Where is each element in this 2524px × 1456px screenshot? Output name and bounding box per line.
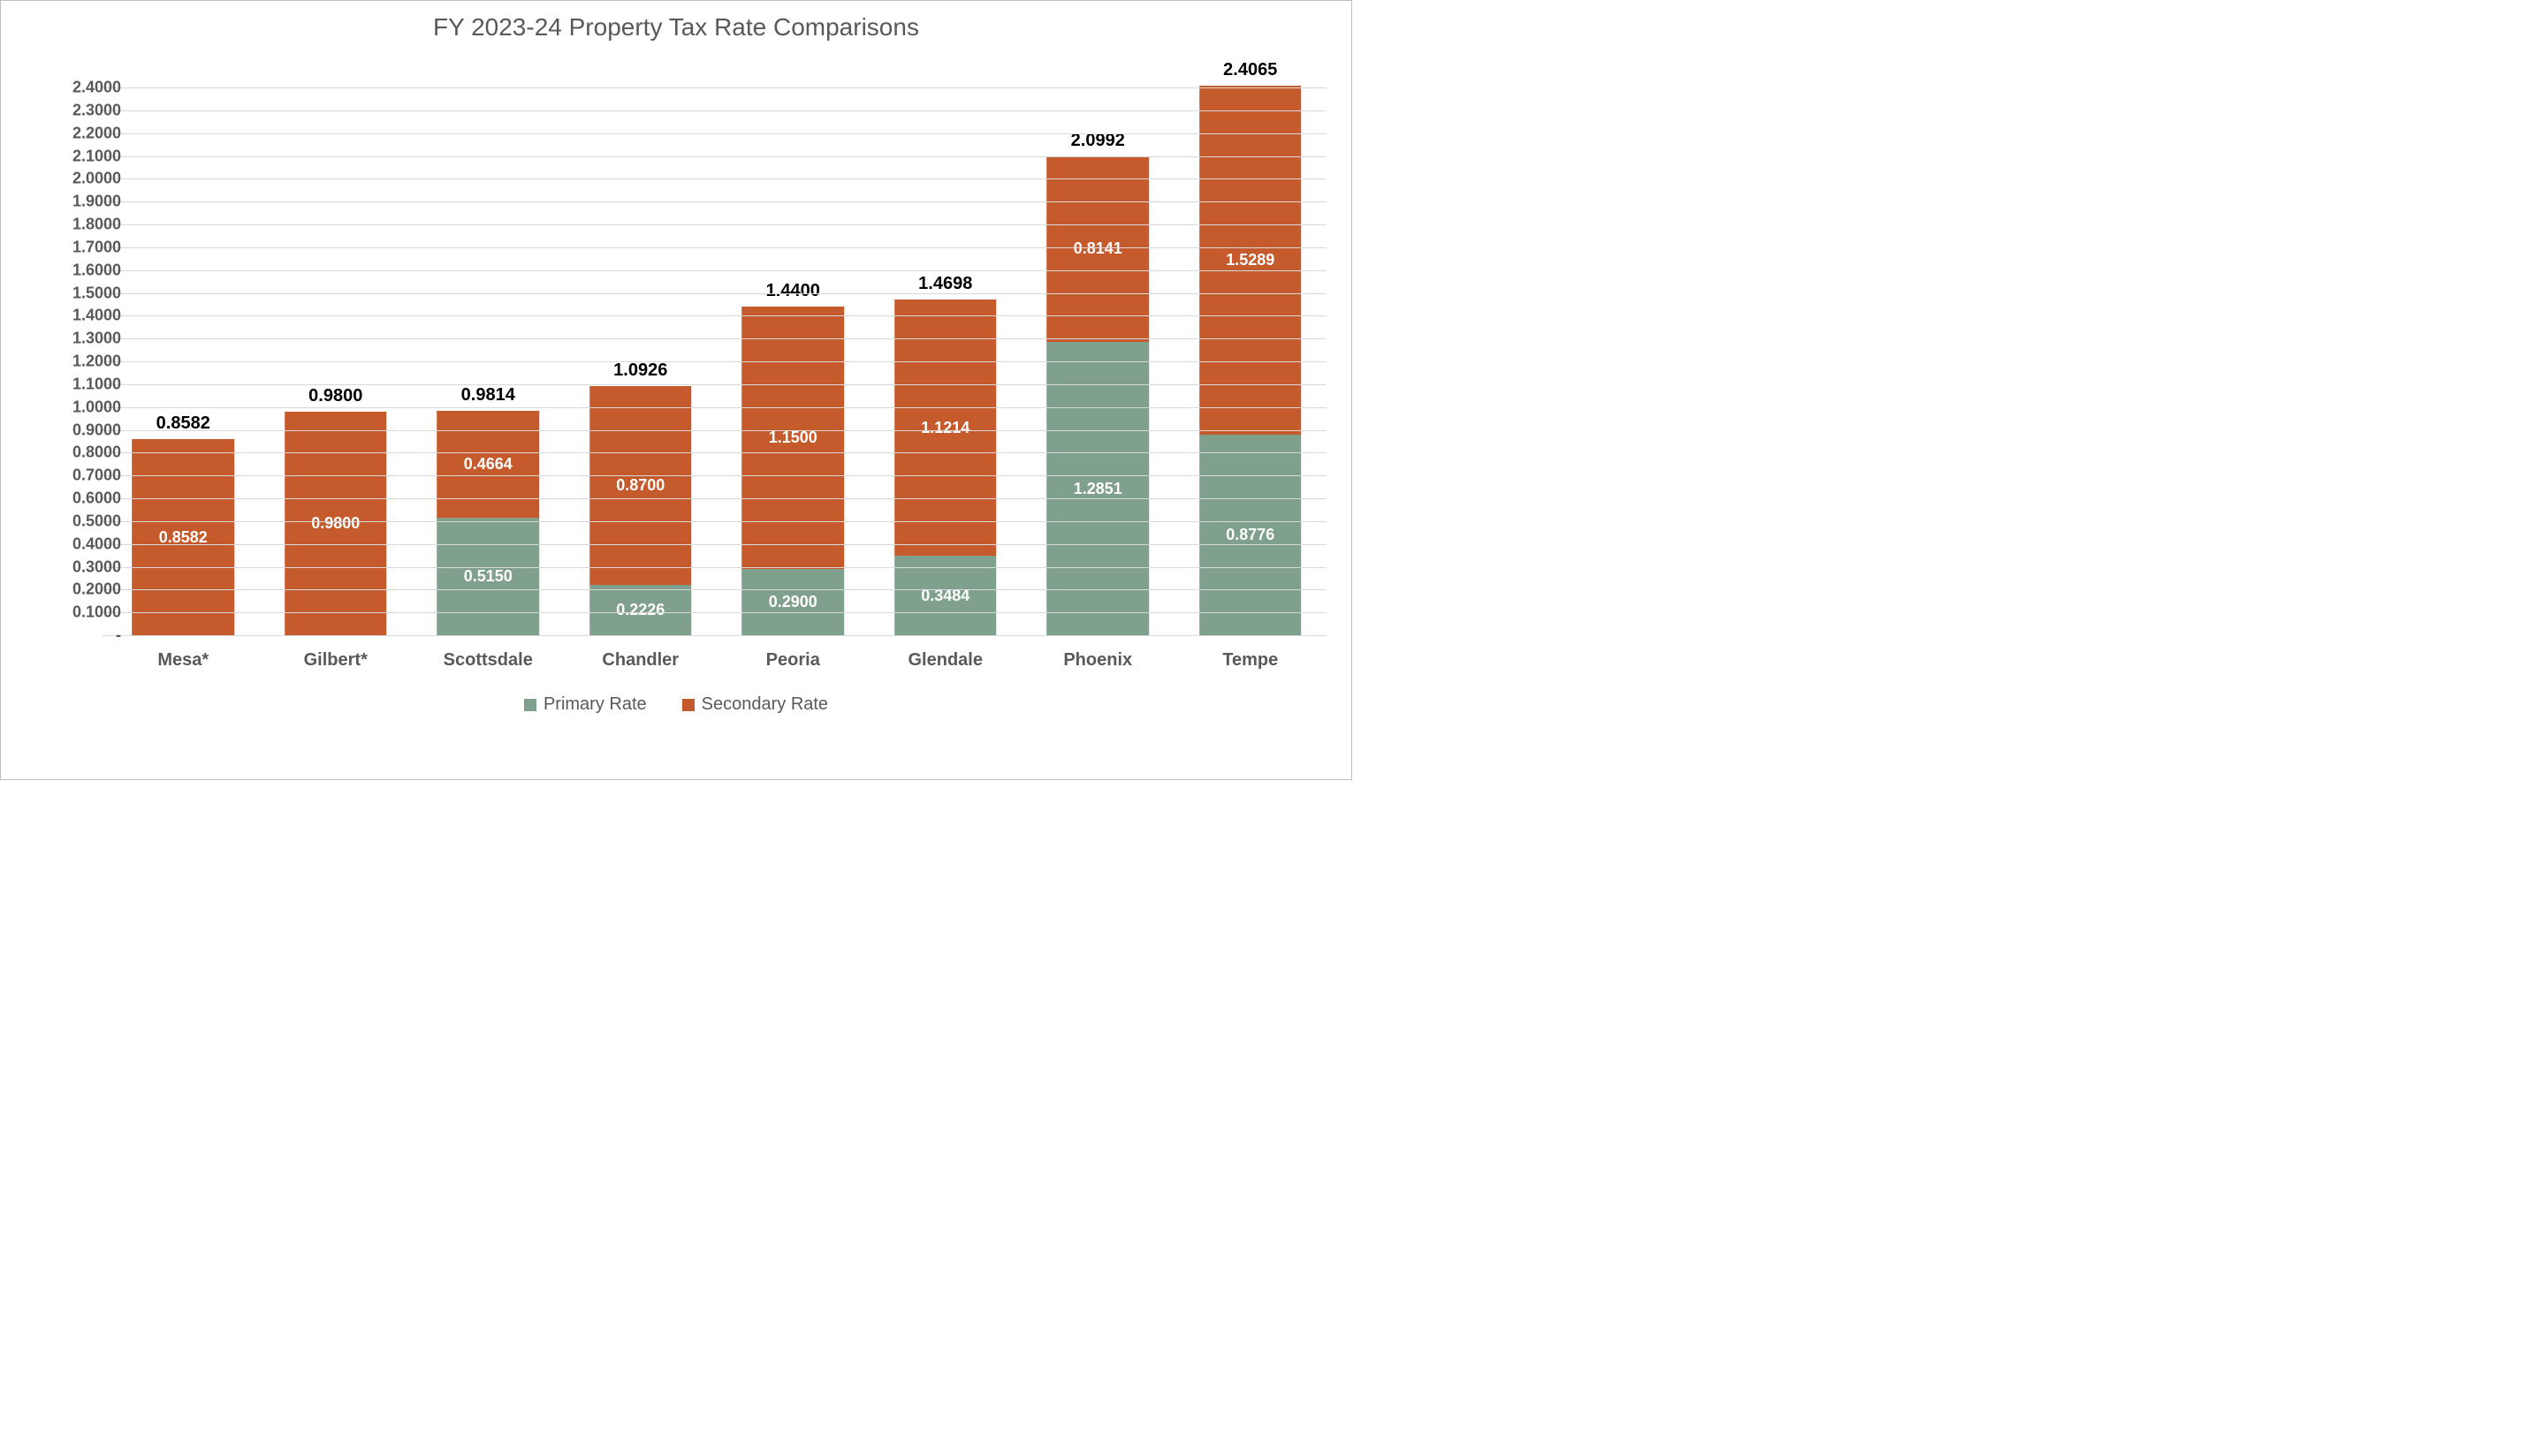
bar-segment: 0.2226 [589, 585, 692, 636]
bar-total-label: 1.4698 [918, 274, 972, 294]
bar-stack: 0.9800 [285, 412, 387, 635]
grid-line [107, 87, 1327, 88]
bar-segment: 1.2851 [1046, 342, 1149, 635]
y-tick-label: 1.0000 [24, 398, 121, 416]
y-tick-label: 0.3000 [24, 557, 121, 576]
grid-line [107, 430, 1327, 431]
grid-line [107, 178, 1327, 179]
grid-line [107, 293, 1327, 294]
grid-line [107, 475, 1327, 476]
y-tick-label: 2.2000 [24, 124, 121, 142]
plot-area: 0.8582 0.8582 0.9800 0.9800 0.51500.4664 0.98… [107, 87, 1327, 635]
grid-line [107, 635, 1327, 636]
bar-stack: 0.8582 [132, 439, 234, 635]
bar-segment: 0.8776 [1199, 435, 1302, 635]
grid-line [107, 224, 1327, 225]
y-tick-label: 1.6000 [24, 261, 121, 279]
legend-item: Secondary Rate [682, 694, 828, 715]
y-tick-label: 1.8000 [24, 216, 121, 234]
bar-stack: 0.22260.8700 [589, 386, 692, 635]
grid-line [107, 544, 1327, 545]
bar-segment: 1.5289 [1199, 86, 1302, 435]
grid-line [107, 110, 1327, 111]
bar-total-label: 2.4065 [1223, 60, 1277, 80]
y-tick-label: 0.2000 [24, 580, 121, 599]
x-axis-label: Chandler [565, 650, 718, 671]
y-tick-label: 1.7000 [24, 238, 121, 256]
grid-line [107, 452, 1327, 453]
y-tick-label: 1.9000 [24, 193, 121, 211]
y-tick-label: 1.4000 [24, 307, 121, 325]
grid-line [107, 521, 1327, 522]
legend-swatch [524, 699, 536, 711]
y-tick-label: 2.1000 [24, 147, 121, 165]
y-tick-label: 0.8000 [24, 444, 121, 462]
y-tick-label: 1.5000 [24, 284, 121, 302]
y-tick-label: 1.3000 [24, 330, 121, 348]
x-axis-label: Mesa* [107, 650, 260, 671]
bar-segment: 0.8141 [1046, 156, 1149, 342]
bar-segment: 0.5150 [437, 518, 539, 635]
bar-segment: 0.4664 [437, 411, 539, 517]
y-tick-label: 0.5000 [24, 512, 121, 530]
y-tick-label: 0.4000 [24, 535, 121, 553]
bar-total-label: 0.9800 [308, 386, 362, 406]
legend-swatch [682, 699, 695, 711]
bar-total-label: 0.8582 [156, 413, 210, 434]
bar-total-label: 1.4400 [766, 281, 820, 301]
legend-label: Secondary Rate [702, 694, 828, 715]
grid-line [107, 498, 1327, 499]
chart-container: FY 2023-24 Property Tax Rate Comparisons… [0, 0, 1352, 780]
bar-segment: 0.3484 [894, 556, 997, 635]
bar-segment: 1.1500 [741, 307, 844, 569]
grid-line [107, 133, 1327, 134]
grid-line [107, 247, 1327, 248]
grid-line [107, 315, 1327, 316]
y-tick-label: 2.0000 [24, 170, 121, 188]
bar-total-label: 1.0926 [613, 360, 667, 381]
grid-line [107, 567, 1327, 568]
grid-line [107, 201, 1327, 202]
x-axis-label: Peoria [717, 650, 870, 671]
y-tick-label: 0.6000 [24, 489, 121, 508]
y-tick-label: 0.1000 [24, 603, 121, 622]
grid-line [107, 407, 1327, 408]
y-tick-label: 0.7000 [24, 466, 121, 485]
bar-segment: 0.8582 [132, 439, 234, 635]
grid-line [107, 612, 1327, 613]
grid-line [107, 270, 1327, 271]
x-axis-label: Phoenix [1022, 650, 1175, 671]
y-tick-label: 0.9000 [24, 421, 121, 439]
x-axis-label: Gilbert* [260, 650, 413, 671]
bar-segment: 0.8700 [589, 386, 692, 585]
grid-line [107, 338, 1327, 339]
x-axis-label: Tempe [1175, 650, 1327, 671]
bar-total-label: 0.9814 [461, 385, 515, 406]
y-tick-label: - [24, 626, 121, 645]
y-tick-label: 1.1000 [24, 375, 121, 393]
bar-stack: 0.29001.1500 [741, 307, 844, 635]
x-axis-labels: Mesa*Gilbert*ScottsdaleChandlerPeoriaGle… [107, 650, 1327, 671]
grid-line [107, 589, 1327, 590]
legend-item: Primary Rate [524, 694, 647, 715]
grid-line [107, 384, 1327, 385]
bar-stack: 0.34841.1214 [894, 300, 997, 635]
legend-label: Primary Rate [544, 694, 647, 715]
y-tick-label: 2.3000 [24, 101, 121, 119]
grid-line [107, 156, 1327, 157]
y-tick-label: 1.2000 [24, 353, 121, 371]
grid-line [107, 361, 1327, 362]
legend: Primary Rate Secondary Rate [1, 694, 1351, 715]
bar-stack: 0.51500.4664 [437, 411, 539, 635]
y-tick-label: 2.4000 [24, 79, 121, 97]
bar-segment: 0.9800 [285, 412, 387, 635]
x-axis-label: Scottsdale [412, 650, 565, 671]
bar-segment: 0.2900 [741, 569, 844, 635]
x-axis-label: Glendale [870, 650, 1023, 671]
chart-title: FY 2023-24 Property Tax Rate Comparisons [1, 1, 1351, 42]
bar-stack: 1.28510.8141 [1046, 156, 1149, 635]
